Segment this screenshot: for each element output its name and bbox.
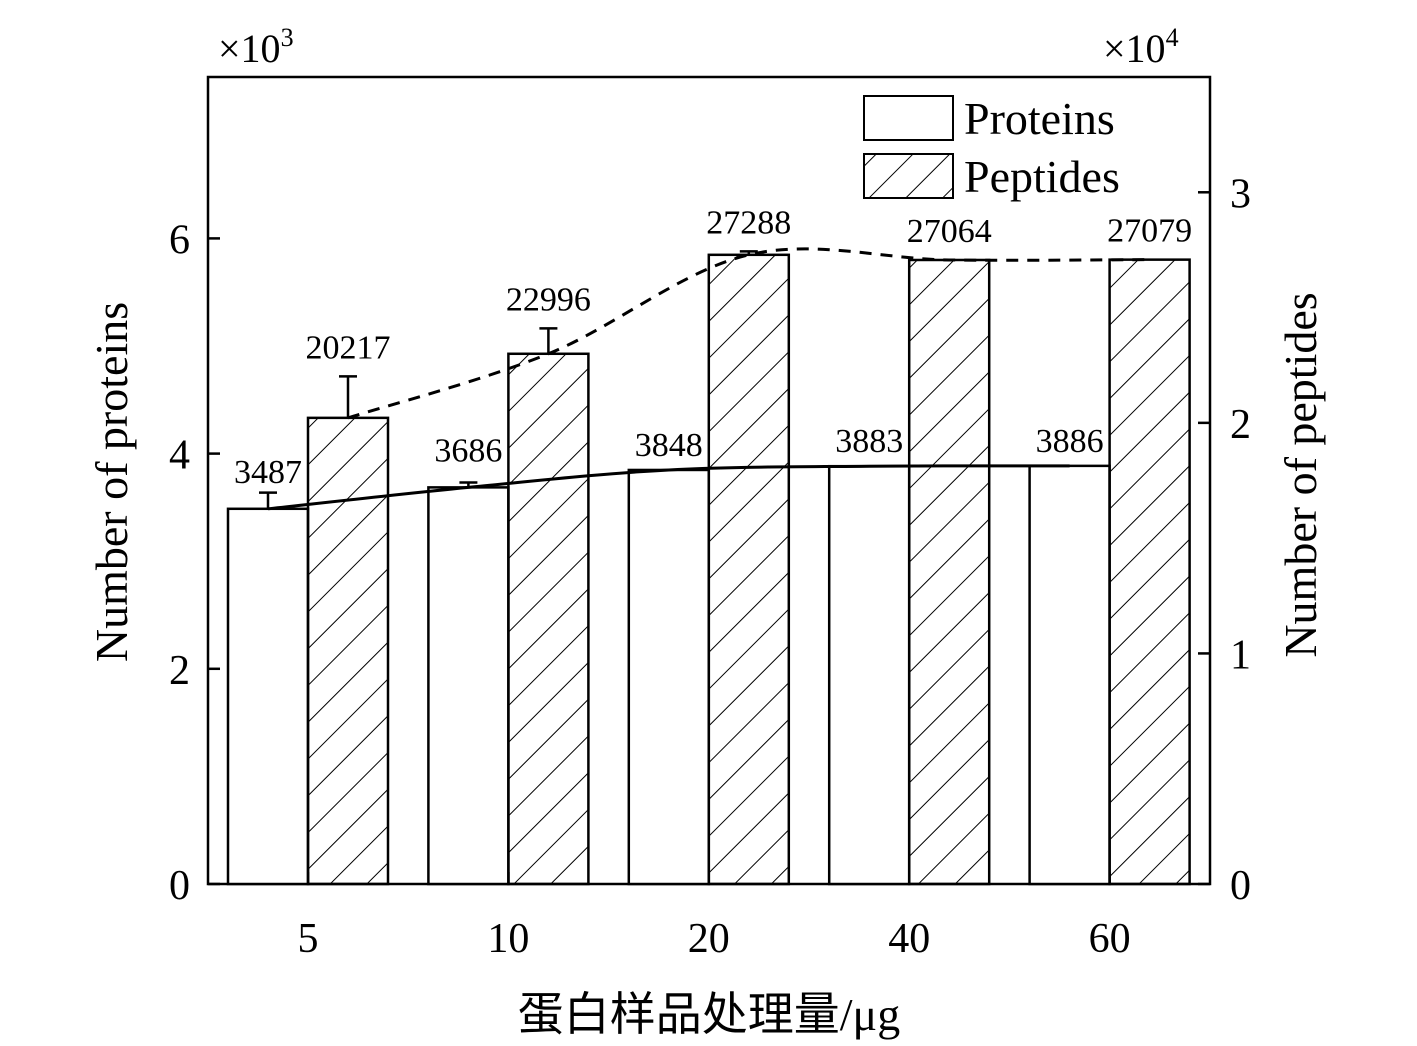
left-axis-title: Number of proteins xyxy=(86,302,137,662)
right-tick-label: 3 xyxy=(1230,171,1251,217)
x-tick-label: 5 xyxy=(298,916,319,962)
left-axis-ticks: 0 2 4 6 xyxy=(169,217,220,909)
trend-line-proteins xyxy=(267,464,1070,511)
bar-peptides xyxy=(306,416,390,886)
left-tick-label: 6 xyxy=(169,217,190,263)
bar-peptides xyxy=(907,258,991,886)
x-axis-title: 蛋白样品处理量/μg xyxy=(518,989,900,1040)
value-label-proteins: 3848 xyxy=(635,427,703,464)
trend-lines xyxy=(267,247,1150,511)
left-multiplier: ×103 xyxy=(218,23,294,71)
x-tick-label: 60 xyxy=(1089,916,1131,962)
right-multiplier: ×104 xyxy=(1103,23,1179,71)
value-label-peptides: 27288 xyxy=(706,204,791,241)
x-tick-label: 40 xyxy=(888,916,930,962)
value-label-proteins: 3686 xyxy=(434,432,502,469)
x-tick-label: 10 xyxy=(487,916,529,962)
left-tick-label: 4 xyxy=(169,433,190,479)
left-tick-label: 2 xyxy=(169,648,190,694)
legend-swatch-proteins xyxy=(863,95,954,141)
legend-label-proteins: Proteins xyxy=(964,93,1115,144)
bar-proteins xyxy=(827,464,911,886)
bar-proteins xyxy=(427,486,510,886)
value-label-peptides: 27079 xyxy=(1107,213,1192,250)
right-axis-title: Number of peptides xyxy=(1275,292,1326,657)
value-label-peptides: 20217 xyxy=(306,329,391,366)
error-bars xyxy=(259,250,758,509)
value-label-peptides: 22996 xyxy=(506,281,591,318)
x-tick-label: 20 xyxy=(688,916,730,962)
value-label-proteins: 3886 xyxy=(1036,423,1104,460)
value-label-peptides: 27064 xyxy=(907,213,992,250)
right-axis-ticks: 0 1 2 3 xyxy=(1198,171,1251,909)
bar-peptides xyxy=(507,352,590,886)
value-label-proteins: 3883 xyxy=(835,423,903,460)
bar-peptides xyxy=(1108,258,1191,886)
trend-line-peptides xyxy=(347,247,1150,420)
right-tick-label: 0 xyxy=(1230,863,1251,909)
bar-peptides xyxy=(707,253,791,886)
legend-swatch-peptides xyxy=(863,153,954,199)
right-tick-label: 2 xyxy=(1230,402,1251,448)
legend: Proteins Peptides xyxy=(863,93,1120,202)
bar-proteins xyxy=(1028,464,1111,886)
bar-proteins xyxy=(226,507,310,886)
x-axis-ticks: 5 10 20 40 60 xyxy=(298,872,1131,962)
bars xyxy=(226,253,1191,886)
bar-proteins xyxy=(627,468,711,886)
legend-label-peptides: Peptides xyxy=(964,151,1120,202)
left-tick-label: 0 xyxy=(169,863,190,909)
value-label-proteins: 3487 xyxy=(234,454,302,491)
right-tick-label: 1 xyxy=(1230,632,1251,678)
value-labels: 3487 20217 3686 22996 3848 27288 3883 27064 3886… xyxy=(234,204,1192,490)
